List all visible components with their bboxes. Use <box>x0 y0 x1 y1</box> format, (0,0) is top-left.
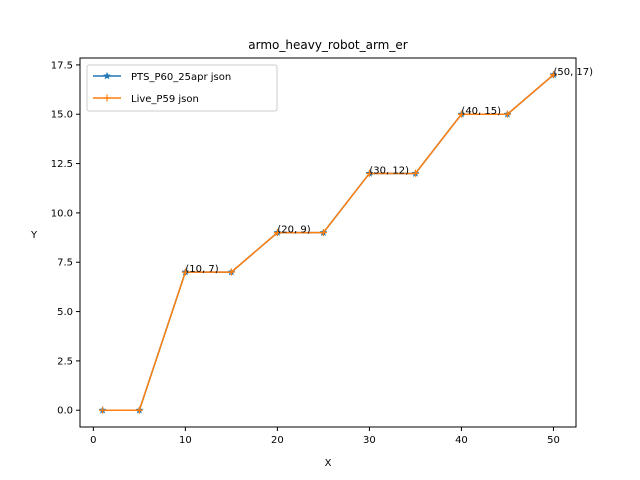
x-tick-label: 10 <box>179 435 192 446</box>
y-tick-label: 10.0 <box>51 208 73 219</box>
legend-marker <box>103 94 111 102</box>
legend-entry-1[interactable]: Live_P59 json <box>93 94 199 105</box>
y-axis-label: Y <box>30 230 38 241</box>
y-tick-label: 7.5 <box>57 258 73 269</box>
x-tick-label: 50 <box>547 435 560 446</box>
plot-area-frame <box>79 57 577 428</box>
legend-entry-0[interactable]: PTS_P60_25apr json <box>93 71 231 83</box>
data-point <box>273 229 281 237</box>
axis-ticks: 0 10 20 30 40 50 0.0 2.5 5.0 7.5 10.0 12.5 15.0 17.5 <box>51 60 560 446</box>
data-label: (10, 7) <box>185 264 218 275</box>
y-tick-label: 15.0 <box>51 110 73 121</box>
annotation-group: (10, 7) (20, 9) (30, 12) (40, 15) (50, 17) <box>185 67 593 275</box>
data-point <box>365 169 373 177</box>
legend-label: Live_P59 json <box>131 94 199 105</box>
series-group <box>98 70 558 414</box>
x-tick-label: 20 <box>271 435 284 446</box>
data-point <box>319 229 327 237</box>
x-axis-label: X <box>325 458 332 469</box>
legend[interactable]: PTS_P60_25apr json Live_P59 json <box>86 64 278 112</box>
data-label: (20, 9) <box>277 225 310 236</box>
data-point <box>503 110 511 118</box>
data-point <box>227 268 235 276</box>
y-tick-label: 12.5 <box>51 159 73 170</box>
x-tick-label: 30 <box>363 435 376 446</box>
data-point <box>549 71 557 79</box>
y-tick-label: 17.5 <box>51 60 73 71</box>
data-point <box>181 268 189 276</box>
data-point <box>135 406 143 414</box>
legend-box <box>86 64 278 112</box>
data-point <box>411 169 419 177</box>
data-label: (50, 17) <box>553 67 593 78</box>
x-tick-label: 0 <box>90 435 96 446</box>
data-label: (40, 15) <box>461 106 501 117</box>
legend-label: PTS_P60_25apr json <box>131 72 231 83</box>
data-point <box>99 406 107 414</box>
y-tick-label: 5.0 <box>57 307 73 318</box>
chart-title: armo_heavy_robot_arm_er <box>248 38 407 52</box>
y-tick-label: 0.0 <box>57 406 73 417</box>
y-tick-label: 2.5 <box>57 356 73 367</box>
data-label: (30, 12) <box>369 165 409 176</box>
data-point <box>457 110 465 118</box>
legend-marker <box>102 71 112 80</box>
x-tick-label: 40 <box>455 435 468 446</box>
series-1 <box>99 71 557 414</box>
